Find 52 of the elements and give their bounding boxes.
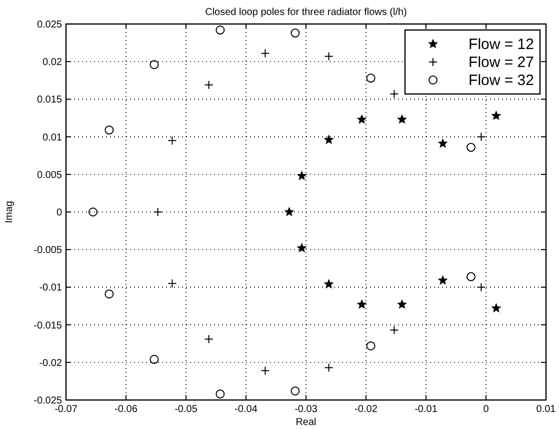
point: [150, 354, 159, 364]
legend-label: Flow = 32: [468, 72, 534, 89]
point: [357, 114, 366, 124]
point: [104, 289, 114, 298]
y-tick-label: -0.015: [34, 320, 62, 332]
y-tick-label: 0: [56, 208, 62, 218]
point: [397, 300, 407, 308]
point: [216, 389, 225, 398]
x-tick-label: 0: [483, 404, 490, 415]
point: [88, 208, 98, 216]
x-tick-label: -0.07: [54, 404, 78, 415]
x-tick-label: -0.02: [354, 404, 378, 415]
chart-title: Closed loop poles for three radiator flows (l/h): [205, 7, 407, 18]
point: [492, 303, 501, 312]
x-tick-label: 0.01: [536, 404, 556, 415]
y-tick-label: -0.02: [39, 358, 62, 369]
point: [466, 142, 476, 152]
x-tick-label: -0.06: [114, 404, 138, 415]
point: [290, 28, 300, 38]
legend-label: Flow = 27: [468, 54, 534, 71]
point: [466, 272, 476, 282]
x-tick-label: -0.04: [234, 404, 258, 415]
point: [397, 114, 407, 124]
point: [366, 341, 376, 350]
y-tick-label: -0.005: [34, 245, 62, 256]
point: [216, 26, 225, 35]
y-tick-label: 0.02: [42, 57, 62, 68]
legend-label: Flow = 12: [468, 36, 534, 53]
x-tick-label: -0.03: [294, 404, 318, 415]
point: [438, 276, 448, 284]
y-tick-label: 0.01: [42, 132, 62, 144]
x-axis-title: Real: [296, 417, 316, 428]
point: [438, 138, 448, 148]
y-axis-title: Imag: [4, 200, 15, 224]
y-tick-label: 0.015: [36, 94, 62, 106]
point: [104, 126, 114, 135]
point: [366, 74, 376, 83]
point: [324, 135, 334, 144]
point: [297, 243, 306, 252]
point: [150, 60, 159, 70]
x-tick-label: -0.01: [414, 404, 438, 415]
point: [324, 279, 334, 288]
y-tick-label: 0.005: [36, 170, 62, 181]
y-tick-label: 0.025: [36, 20, 62, 30]
point: [297, 171, 306, 180]
y-tick-label: -0.01: [39, 282, 62, 294]
point: [284, 207, 294, 216]
y-tick-label: -0.025: [34, 396, 62, 406]
point: [290, 386, 300, 396]
point: [492, 110, 501, 120]
x-tick-label: -0.05: [174, 404, 198, 415]
point: [357, 300, 366, 308]
